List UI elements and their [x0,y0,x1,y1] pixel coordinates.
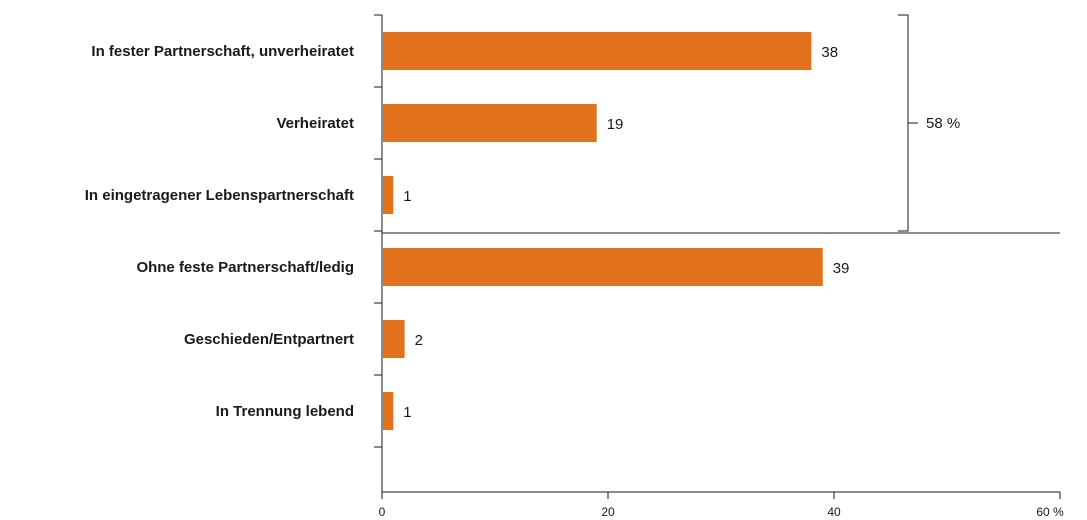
bar [383,32,812,70]
bar [383,392,394,430]
x-tick-label: 40 [827,505,841,519]
bracket-total-label: 58 % [926,115,960,132]
category-label: In Trennung lebend [216,403,354,420]
bar [383,176,394,214]
value-label: 38 [821,44,838,61]
bar [383,320,405,358]
x-tick-label: 0 [379,505,386,519]
value-label: 2 [415,332,423,349]
category-label: Ohne feste Partnerschaft/ledig [136,259,354,276]
bar [383,104,597,142]
value-labels: 38 19 1 39 2 1 [403,44,849,421]
category-label: In eingetragener Lebenspartnerschaft [85,187,354,204]
bar [383,248,823,286]
category-label: Geschieden/Entpartnert [184,331,354,348]
value-label: 39 [833,260,850,277]
bracket-line [898,14,909,232]
x-axis-ticks: 0 20 40 60 % [379,492,1064,519]
value-label: 1 [403,188,411,205]
value-label: 19 [607,116,624,133]
y-axis-ticks [374,14,382,448]
x-tick-label: 60 % [1036,505,1064,519]
bars [383,32,823,430]
value-label: 1 [403,404,411,421]
category-label: Verheiratet [276,115,354,132]
x-tick-label: 20 [601,505,615,519]
category-label: In fester Partnerschaft, unverheiratet [91,43,354,60]
category-labels: In fester Partnerschaft, unverheiratet Ve… [85,43,354,420]
group-bracket: 58 % [898,14,960,232]
